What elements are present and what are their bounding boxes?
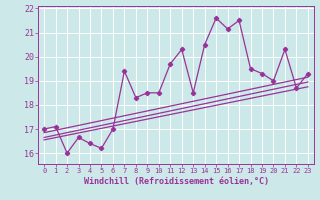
X-axis label: Windchill (Refroidissement éolien,°C): Windchill (Refroidissement éolien,°C) bbox=[84, 177, 268, 186]
